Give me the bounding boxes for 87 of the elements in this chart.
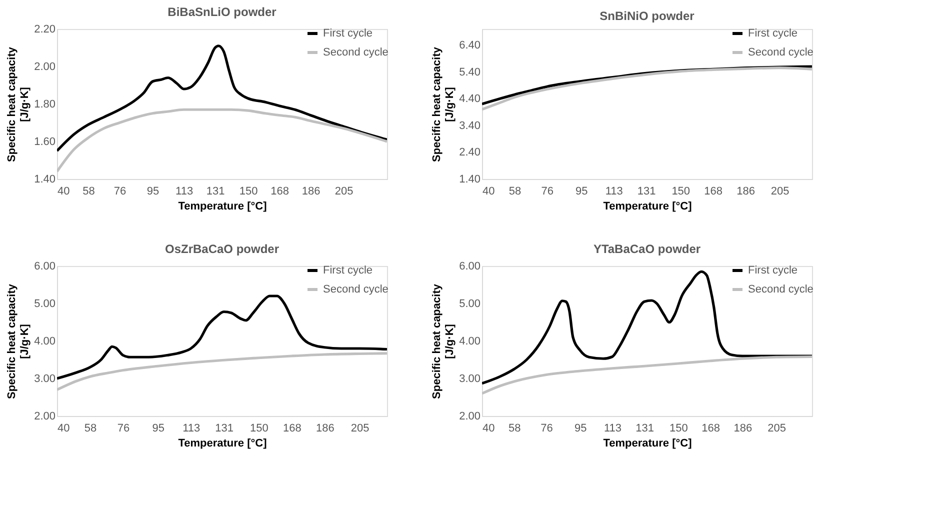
- x-tick-label: 95: [574, 422, 587, 434]
- y-tick-label: 2.00: [34, 410, 56, 422]
- x-tick-label: 76: [117, 422, 130, 434]
- x-tick-label: 113: [604, 422, 622, 434]
- x-tick-label: 131: [636, 422, 654, 434]
- x-tick-label: 168: [282, 422, 302, 434]
- x-tick-label: 76: [114, 186, 126, 198]
- x-tick-label: 186: [316, 422, 334, 434]
- x-tick-label: 58: [84, 422, 97, 434]
- y-tick-label: 4.40: [459, 93, 480, 106]
- y-tick-label: 1.40: [34, 174, 56, 186]
- x-tick-label: 205: [334, 186, 354, 198]
- x-tick-label: 150: [250, 422, 268, 434]
- y-tick-label: 6.40: [459, 40, 480, 52]
- x-tick-label: 150: [239, 186, 258, 198]
- y-tick-label: 2.00: [459, 410, 480, 422]
- x-tick-label: 168: [270, 186, 289, 198]
- x-tick-label: 113: [605, 186, 623, 198]
- y-tick-label: 2.00: [34, 61, 56, 73]
- x-tick-label: 205: [770, 186, 790, 198]
- x-tick-label: 40: [482, 422, 495, 434]
- y-tick-label: 5.00: [459, 298, 480, 310]
- x-tick-label: 95: [146, 186, 160, 198]
- x-tick-label: 113: [176, 186, 194, 198]
- x-axis-title: Temperature [°C]: [603, 438, 692, 450]
- x-tick-label: 40: [482, 186, 495, 198]
- legend-label: First cycle: [323, 28, 372, 40]
- x-axis-title: Temperature [°C]: [178, 438, 268, 450]
- y-tick-label: 1.80: [34, 98, 56, 110]
- y-tick-label: 4.00: [34, 336, 56, 348]
- line-series: [57, 44, 387, 152]
- legend-label: Second cycle: [323, 46, 388, 58]
- x-tick-label: 76: [540, 422, 553, 434]
- legend-label: Second cycle: [748, 284, 814, 296]
- x-axis-title: Temperature [°C]: [603, 200, 692, 212]
- y-tick-label: 5.40: [459, 66, 480, 78]
- x-tick-label: 95: [152, 422, 164, 434]
- y-tick-label: 4.00: [459, 336, 480, 348]
- x-tick-label: 186: [736, 186, 755, 198]
- legend-label: First cycle: [323, 264, 372, 276]
- legend-label: First cycle: [748, 264, 798, 276]
- x-tick-label: 95: [576, 186, 588, 198]
- y-tick-label: 2.40: [459, 146, 480, 159]
- x-tick-label: 168: [704, 186, 722, 198]
- x-tick-label: 131: [206, 186, 225, 198]
- x-tick-label: 131: [637, 186, 656, 198]
- line-series: [57, 294, 387, 380]
- line-series: [57, 352, 387, 392]
- legend-label: First cycle: [748, 28, 798, 40]
- y-tick-label: 6.00: [459, 260, 480, 272]
- y-tick-label: 1.60: [34, 136, 56, 148]
- x-tick-label: 205: [350, 422, 370, 434]
- y-axis-title: Specific heat capacity [J/g·K]: [431, 283, 456, 399]
- x-tick-label: 58: [508, 186, 522, 198]
- y-axis-title: Specific heat capacity [J/g·K]: [431, 46, 456, 162]
- y-tick-label: 3.40: [459, 120, 480, 132]
- x-tick-label: 131: [215, 422, 234, 434]
- line-series: [57, 108, 387, 173]
- x-tick-label: 58: [508, 422, 521, 434]
- line-series: [482, 355, 812, 395]
- y-tick-label: 5.00: [34, 298, 56, 310]
- x-axis-title: Temperature [°C]: [178, 200, 268, 212]
- y-tick-label: 3.00: [34, 373, 56, 385]
- x-tick-label: 113: [182, 422, 200, 434]
- x-tick-label: 186: [302, 186, 320, 198]
- x-tick-label: 150: [672, 186, 690, 198]
- x-tick-label: 205: [768, 422, 786, 434]
- x-tick-label: 186: [734, 422, 752, 434]
- x-tick-label: 76: [541, 186, 554, 198]
- x-tick-label: 168: [702, 422, 720, 434]
- line-series: [482, 66, 812, 111]
- x-tick-label: 40: [58, 422, 70, 434]
- legend-label: Second cycle: [323, 284, 388, 296]
- x-tick-label: 40: [58, 186, 70, 198]
- y-tick-label: 2.20: [34, 24, 56, 36]
- chart-title: BiBaSnLiO powder: [168, 5, 277, 19]
- y-tick-label: 6.00: [34, 260, 56, 272]
- x-tick-label: 58: [82, 186, 95, 198]
- y-tick-label: 1.40: [459, 174, 480, 186]
- y-axis-title: Specific heat capacity [J/g·K]: [6, 283, 32, 399]
- y-axis-title: Specific heat capacity [J/g·K]: [6, 46, 32, 162]
- x-tick-label: 150: [670, 422, 688, 434]
- legend-label: Second cycle: [748, 46, 814, 58]
- chart-title: YTaBaCaO powder: [593, 242, 701, 256]
- chart-title: OsZrBaCaO powder: [164, 242, 280, 256]
- y-tick-label: 3.00: [459, 373, 480, 385]
- chart-title: SnBiNiO powder: [600, 9, 695, 23]
